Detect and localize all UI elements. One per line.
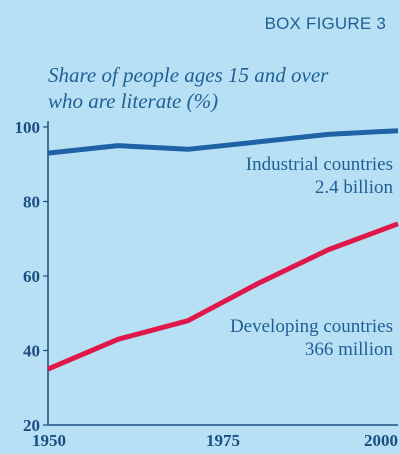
x-tick-label: 2000: [364, 431, 398, 450]
chart-subtitle-line-2: who are literate (%): [48, 89, 219, 113]
series-label-2-line-2: 366 million: [305, 339, 394, 360]
chart-axes: 20 40 60 80 100 1950 1975 2000: [15, 118, 398, 450]
y-tick-label: 60: [23, 267, 40, 286]
series-line-2: [47, 221, 399, 372]
x-tick-label: 1950: [32, 431, 66, 450]
y-tick-label: 80: [23, 193, 40, 212]
chart-subtitle-line-1: Share of people ages 15 and over: [48, 63, 329, 87]
y-tick-label: 100: [15, 118, 41, 137]
chart-subtitle: Share of people ages 15 and over who are…: [48, 62, 328, 114]
series-line-1: [47, 128, 399, 156]
series-label-2-line-1: Developing countries: [230, 316, 393, 337]
y-tick-label: 20: [23, 416, 40, 435]
series-label-1-line-1: Industrial countries: [246, 154, 393, 175]
figure-label: BOX FIGURE 3: [264, 14, 386, 33]
y-tick-label: 40: [23, 342, 40, 361]
series-label-1-line-2: 2.4 billion: [315, 177, 394, 198]
x-tick-label: 1975: [206, 431, 240, 450]
chart-series-group: [47, 128, 399, 372]
